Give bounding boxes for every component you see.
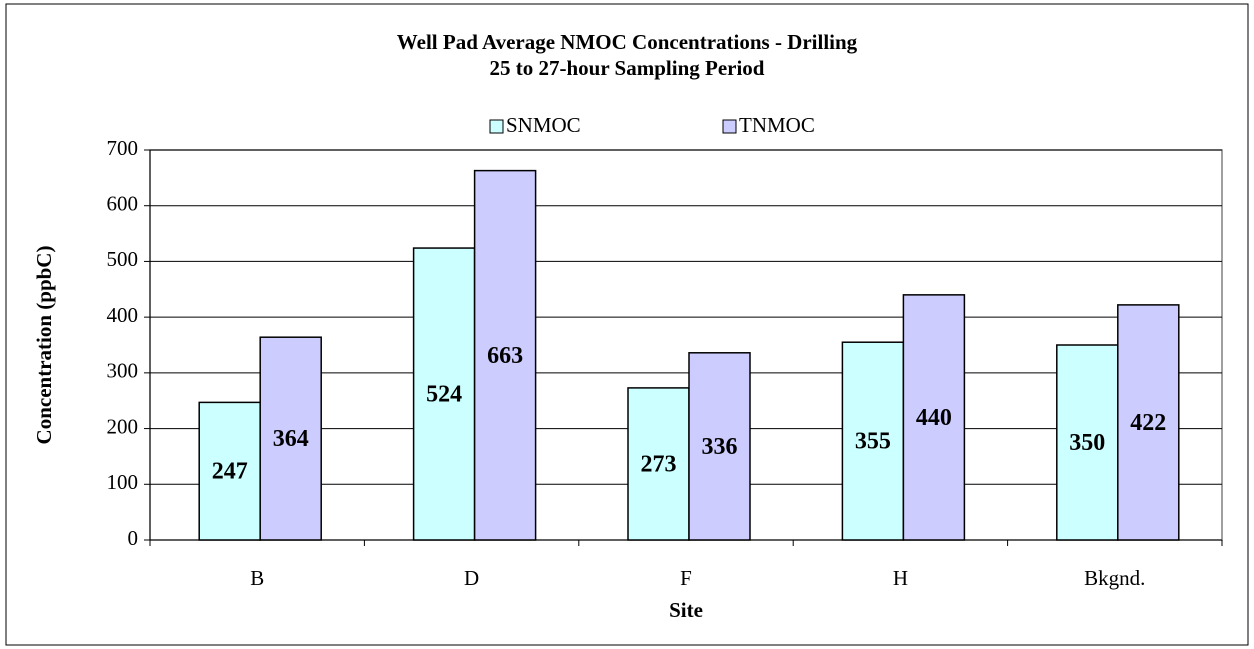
bar (902, 294, 966, 541)
y-tick-label: 100 (107, 470, 139, 494)
bar (473, 169, 537, 541)
data-label: 350 (1069, 430, 1105, 456)
y-axis-label: Concentration (ppbC) (32, 246, 56, 445)
chart-title: Well Pad Average NMOC Concentrations - D… (397, 30, 858, 54)
bar (1056, 344, 1119, 541)
bar (688, 352, 751, 541)
data-label: 364 (273, 426, 309, 452)
y-tick-label: 200 (107, 414, 139, 438)
data-label: 273 (641, 451, 677, 477)
x-tick-label: Bkgnd. (1084, 566, 1145, 590)
x-tick-label: F (680, 566, 692, 590)
bar (841, 341, 905, 541)
y-tick-label: 0 (128, 526, 139, 550)
x-tick-label: H (893, 566, 908, 590)
legend-label: SNMOC (506, 113, 581, 137)
x-axis-label: Site (669, 598, 703, 622)
chart-subtitle: 25 to 27-hour Sampling Period (490, 56, 765, 80)
y-tick-label: 500 (107, 247, 139, 271)
bar (627, 387, 690, 541)
data-label: 524 (426, 382, 462, 408)
x-tick-label: B (250, 566, 264, 590)
data-label: 440 (916, 405, 952, 431)
x-tick-label: D (464, 566, 479, 590)
bar (1117, 304, 1180, 541)
bar (198, 401, 261, 541)
data-label: 247 (212, 459, 248, 485)
y-tick-label: 600 (107, 192, 139, 216)
data-label: 336 (702, 434, 738, 460)
y-tick-label: 300 (107, 359, 139, 383)
legend-swatch (489, 119, 504, 134)
y-tick-label: 400 (107, 303, 139, 327)
legend-swatch (722, 119, 737, 134)
data-label: 422 (1130, 410, 1166, 436)
legend-label: TNMOC (739, 113, 815, 137)
data-label: 663 (487, 343, 523, 369)
y-tick-label: 700 (107, 136, 139, 160)
bar (259, 336, 322, 541)
data-label: 355 (855, 429, 891, 455)
